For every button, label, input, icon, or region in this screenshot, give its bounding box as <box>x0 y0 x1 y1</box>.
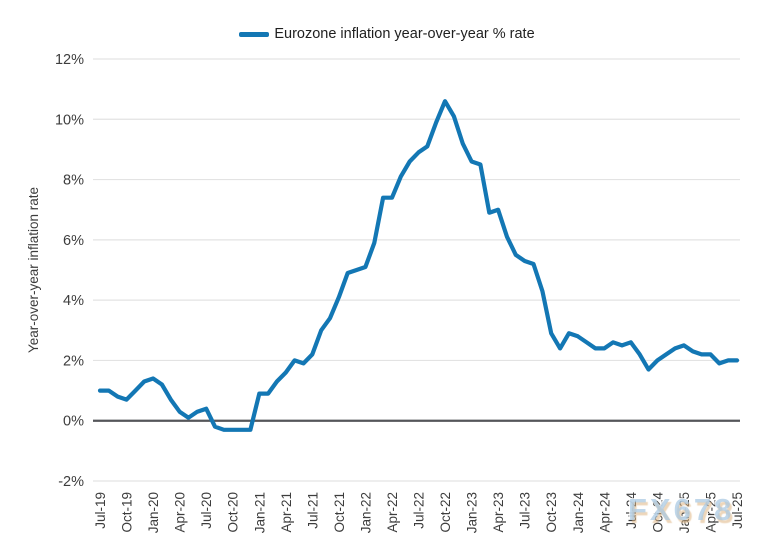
x-tick-label: Jul-21 <box>305 492 320 529</box>
y-tick-label: 10% <box>55 112 84 128</box>
x-tick-label: Jan-21 <box>252 492 267 533</box>
legend-label: Eurozone inflation year-over-year % rate <box>274 26 535 42</box>
x-tick-label: Jan-25 <box>677 492 692 533</box>
y-tick-label: 12% <box>55 52 84 68</box>
x-tick-label: Apr-23 <box>491 492 506 533</box>
x-tick-label: Oct-23 <box>544 492 559 533</box>
y-tick-label: 0% <box>63 414 84 430</box>
x-tick-label: Oct-19 <box>120 492 135 533</box>
x-tick-label: Jul-22 <box>412 492 427 529</box>
x-tick-label: Jan-23 <box>465 492 480 533</box>
y-tick-label: 4% <box>63 293 84 309</box>
x-tick-label: Jul-19 <box>93 492 108 529</box>
x-tick-label: Oct-24 <box>650 492 665 533</box>
x-tick-label: Jul-20 <box>199 492 214 529</box>
x-tick-label: Apr-25 <box>703 492 718 533</box>
x-tick-label: Apr-21 <box>279 492 294 533</box>
x-tick-label: Apr-24 <box>597 492 612 533</box>
y-tick-label: -2% <box>58 474 84 490</box>
y-tick-label: 8% <box>63 173 84 189</box>
x-tick-label: Oct-21 <box>332 492 347 533</box>
inflation-line <box>97 99 740 432</box>
y-axis-title: Year-over-year inflation rate <box>26 187 41 353</box>
x-tick-label: Jan-22 <box>358 492 373 533</box>
x-tick-label: Jul-24 <box>624 492 639 529</box>
legend-line-marker <box>239 31 270 37</box>
x-tick-label: Apr-20 <box>173 492 188 533</box>
x-tick-label: Jan-24 <box>571 492 586 534</box>
y-tick-label: 2% <box>63 353 84 369</box>
x-tick-label: Oct-22 <box>438 492 453 533</box>
x-tick-label: Oct-20 <box>226 492 241 533</box>
x-tick-label: Jul-23 <box>518 492 533 529</box>
x-tick-label: Jan-20 <box>146 492 161 533</box>
x-tick-label: Jul-25 <box>730 492 745 529</box>
legend: Eurozone inflation year-over-year % rate <box>0 24 774 44</box>
x-tick-label: Apr-22 <box>385 492 400 533</box>
y-tick-label: 6% <box>63 233 84 249</box>
